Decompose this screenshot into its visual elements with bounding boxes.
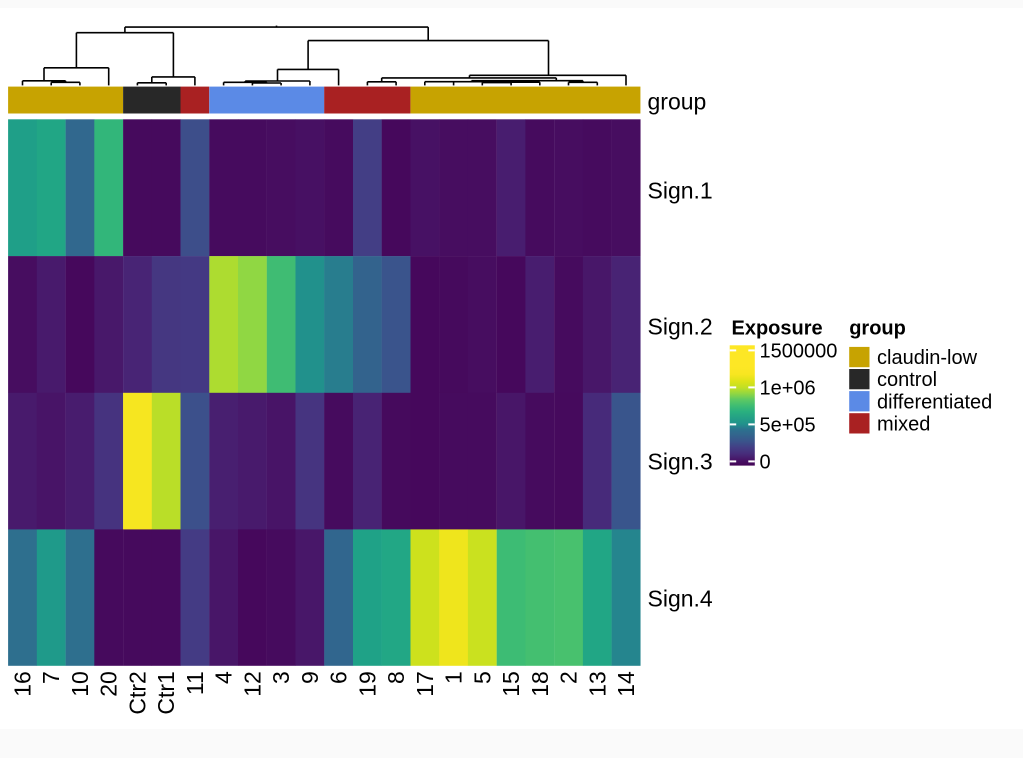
svg-text:16: 16 (10, 671, 36, 697)
svg-text:claudin-low: claudin-low (877, 347, 978, 369)
svg-text:2: 2 (556, 671, 582, 684)
svg-text:mixed: mixed (877, 413, 930, 435)
svg-text:20: 20 (96, 671, 122, 697)
svg-text:5e+05: 5e+05 (760, 414, 816, 436)
svg-text:1e+06: 1e+06 (760, 377, 816, 399)
svg-text:15: 15 (498, 671, 524, 697)
svg-text:19: 19 (354, 671, 380, 697)
svg-text:Sign.1: Sign.1 (648, 178, 713, 204)
svg-text:Exposure: Exposure (732, 318, 823, 340)
svg-text:5: 5 (469, 671, 495, 684)
svg-text:6: 6 (326, 671, 352, 684)
svg-text:Sign.2: Sign.2 (648, 313, 713, 339)
svg-text:Sign.3: Sign.3 (648, 449, 713, 475)
svg-text:12: 12 (239, 671, 265, 697)
svg-text:17: 17 (412, 671, 438, 697)
svg-text:Ctr2: Ctr2 (124, 671, 150, 714)
svg-text:group: group (849, 318, 906, 340)
svg-text:3: 3 (268, 671, 294, 684)
svg-text:14: 14 (613, 671, 639, 697)
svg-text:differentiated: differentiated (877, 391, 992, 413)
svg-text:9: 9 (297, 671, 323, 684)
svg-text:10: 10 (67, 671, 93, 697)
svg-text:18: 18 (527, 671, 553, 697)
svg-text:11: 11 (182, 671, 208, 695)
svg-text:0: 0 (760, 451, 771, 473)
svg-text:13: 13 (584, 671, 610, 697)
svg-text:group: group (648, 88, 707, 114)
svg-text:4: 4 (211, 671, 237, 684)
svg-text:control: control (877, 369, 937, 391)
svg-text:Sign.4: Sign.4 (648, 585, 713, 611)
svg-text:Ctr1: Ctr1 (153, 671, 179, 714)
svg-text:8: 8 (383, 671, 409, 684)
svg-text:1500000: 1500000 (760, 340, 838, 362)
svg-text:7: 7 (38, 671, 64, 684)
svg-text:1: 1 (441, 671, 467, 684)
